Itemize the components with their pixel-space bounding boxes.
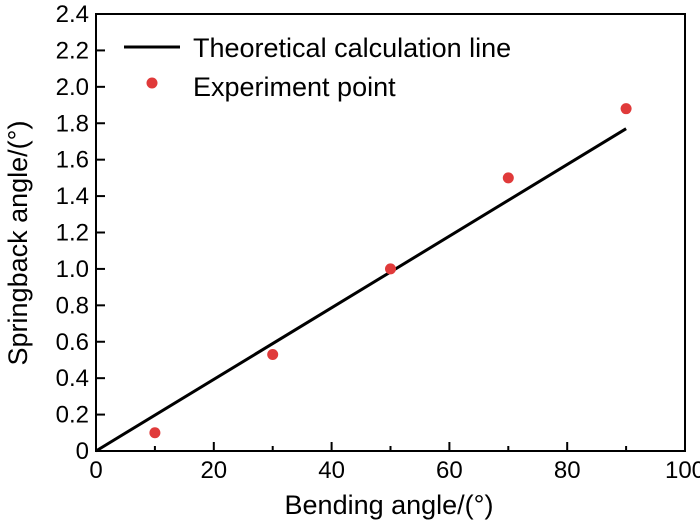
y-tick-label-0.6: 0.6	[56, 329, 89, 356]
plot-marks	[95, 103, 632, 453]
y-tick-label-1.4: 1.4	[56, 183, 89, 210]
y-tick-label-1: 1.0	[56, 256, 89, 283]
y-tick-label-0: 0	[76, 438, 89, 465]
x-tick-label-40: 40	[318, 457, 345, 484]
experiment-point-50	[385, 263, 396, 275]
legend-label-experiment: Experiment point	[193, 72, 396, 102]
x-axis-title: Bending angle/(°)	[285, 490, 494, 520]
x-tick-labels: 0 20 40 60 80 100	[89, 457, 700, 484]
legend-point-swatch	[146, 77, 158, 89]
experiment-point-10	[149, 427, 161, 439]
axis-ticks	[95, 13, 686, 452]
legend: Theoretical calculation line Experiment …	[124, 33, 511, 102]
y-tick-label-0.8: 0.8	[56, 292, 89, 319]
x-tick-label-0: 0	[89, 457, 102, 484]
y-axis-title: Springback angle/(°)	[3, 121, 33, 366]
x-tick-label-60: 60	[436, 457, 463, 484]
y-tick-labels: 0 0.2 0.4 0.6 0.8 1.0 1.2 1.4 1.6 1.8 2.0 2.2 2.4	[56, 1, 89, 465]
y-tick-label-1.2: 1.2	[56, 220, 89, 247]
theoretical-line	[95, 127, 627, 453]
x-tick-label-80: 80	[554, 457, 581, 484]
y-tick-label-0.4: 0.4	[56, 365, 89, 392]
y-tick-label-0.2: 0.2	[56, 402, 89, 429]
experiment-point-90	[620, 103, 632, 115]
y-tick-label-2.2: 2.2	[56, 37, 89, 64]
experiment-point-70	[502, 172, 514, 184]
x-tick-label-20: 20	[200, 457, 227, 484]
y-tick-label-1.8: 1.8	[56, 110, 89, 137]
legend-label-theoretical: Theoretical calculation line	[193, 33, 511, 63]
experiment-point-30	[267, 348, 279, 360]
x-tick-label-100: 100	[665, 457, 700, 484]
y-tick-label-1.6: 1.6	[56, 147, 89, 174]
y-tick-label-2.4: 2.4	[56, 1, 89, 28]
y-tick-label-2: 2.0	[56, 74, 89, 101]
